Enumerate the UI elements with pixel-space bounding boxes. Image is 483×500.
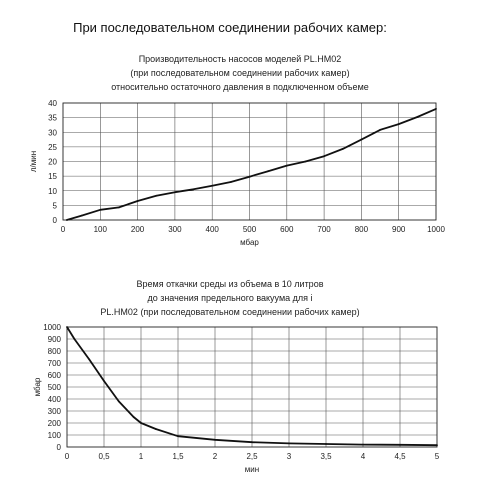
chart-title-line: (при последовательном соединении рабочих… [130,68,349,78]
data-point [399,443,401,446]
plot-frame [66,326,438,448]
data-point [248,175,251,178]
y-tick-label: 10 [48,187,57,196]
data-point [436,444,438,447]
y-tick-label: 500 [48,383,62,392]
data-point [251,441,253,444]
x-tick-label: 800 [355,225,369,234]
x-tick-label: 2,5 [246,452,258,461]
x-tick-label: 100 [94,225,108,234]
y-tick-label: 30 [48,128,57,137]
data-point [211,184,214,187]
data-point [416,116,419,118]
x-tick-label: 200 [131,225,145,234]
data-point [214,438,216,441]
y-tick-label: 700 [48,359,62,368]
data-point [323,155,325,158]
y-tick-label: 800 [48,347,62,356]
y-tick-label: 100 [48,431,62,440]
y-tick-label: 900 [48,335,62,344]
data-point [118,206,120,209]
y-axis-label: мбар [33,377,42,396]
x-tick-label: 0 [61,225,66,234]
data-point [435,107,437,110]
data-point [362,443,364,446]
data-point [360,138,363,141]
chart-title-line: Производительность насосов моделей PL.HM… [139,54,342,64]
x-tick-label: 700 [317,225,331,234]
x-axis-label: мбар [240,238,259,247]
y-tick-label: 0 [57,443,62,452]
y-tick-label: 5 [53,201,58,210]
plot-frame [62,102,437,221]
y-tick-label: 20 [48,158,57,167]
y-tick-label: 400 [48,395,62,404]
x-tick-label: 900 [392,225,406,234]
y-tick-label: 40 [48,99,57,108]
x-tick-label: 4 [361,452,366,461]
x-tick-label: 0,5 [98,452,110,461]
x-tick-label: 400 [206,225,220,234]
data-point [80,214,83,217]
x-tick-label: 3 [287,452,292,461]
data-point [73,338,76,340]
data-point [229,181,232,183]
x-tick-label: 2 [213,452,218,461]
x-tick-label: 5 [435,452,440,461]
data-point [325,443,327,445]
chart-title-line: до значения предельного вакуума для і [147,293,312,303]
data-point [103,380,105,382]
y-tick-label: 300 [48,407,62,416]
x-axis-label: мин [245,465,259,474]
x-tick-label: 300 [168,225,182,234]
y-tick-label: 0 [53,216,58,225]
chart-title-line: Время откачки среды из объема в 10 литро… [137,279,324,289]
data-point [99,208,102,211]
chart-title-line: PL.HM02 (при последовательном соединении… [100,307,359,317]
data-point [66,326,68,328]
x-tick-label: 500 [243,225,257,234]
page-heading: При последовательном соединении рабочих … [73,20,387,35]
data-series-line [66,326,438,447]
y-tick-label: 600 [48,371,62,380]
pump-capacity-chart: Производительность насосов моделей PL.HM… [29,54,445,247]
y-tick-label: 25 [48,143,57,152]
data-point [154,428,157,430]
data-point [132,416,135,418]
y-tick-label: 35 [48,114,57,123]
x-tick-label: 1 [139,452,144,461]
data-point [397,123,400,125]
x-tick-label: 600 [280,225,294,234]
data-point [288,442,290,445]
x-tick-label: 4,5 [394,452,406,461]
data-point [117,400,120,403]
y-axis-label: л/мин [29,151,38,172]
data-point [140,422,142,424]
data-point [136,200,139,202]
data-point [192,188,195,191]
chart-title-line: относительно остаточного давления в подк… [111,82,369,92]
data-point [65,219,68,221]
data-point [155,194,158,197]
data-point [379,129,381,131]
x-tick-label: 0 [65,452,70,461]
x-tick-label: 1000 [427,225,445,234]
data-point [267,170,270,173]
y-tick-label: 15 [48,172,57,181]
data-point [285,164,288,167]
x-tick-label: 1,5 [172,452,184,461]
y-tick-label: 200 [48,419,62,428]
data-point [341,148,344,150]
x-tick-label: 3,5 [320,452,332,461]
data-point [177,435,179,438]
data-point [88,358,91,361]
data-point [174,191,176,194]
data-point [304,160,307,163]
y-tick-label: 1000 [43,323,61,332]
